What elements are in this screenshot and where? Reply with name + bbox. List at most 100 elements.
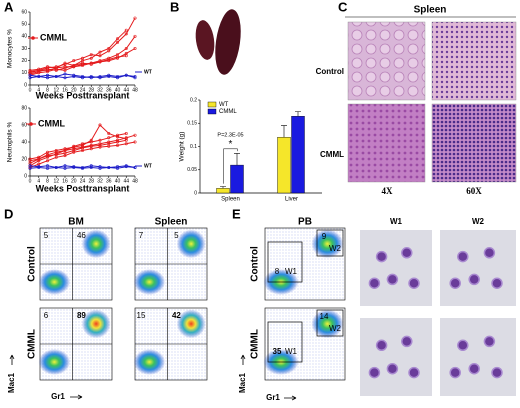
label: E [232,206,241,221]
gate [267,241,303,283]
label: 20 [21,58,27,64]
label: 0 [29,87,32,93]
data-point [81,166,85,170]
data-point [107,57,111,61]
data-point [28,76,32,80]
label: 6 [44,311,49,320]
data-point [45,76,49,80]
label: 8 [46,87,49,93]
data-point [133,74,137,78]
data-point [98,50,102,54]
label: CMML [320,150,344,159]
data-point [98,54,102,58]
data-point [107,140,111,144]
data-point [28,72,32,76]
label: W1 [390,217,403,226]
gate [316,309,344,337]
label: WT [219,102,229,108]
data-point [89,144,93,148]
label: Spleen [155,217,188,228]
data-point [45,150,49,154]
label: Monocytes % [7,29,14,68]
gate [316,229,344,257]
label: 9 [322,232,327,241]
arrow [284,395,297,401]
label: 7 [139,231,144,240]
label: * [229,139,233,150]
data-point [89,62,93,66]
micrograph [431,103,517,183]
data-point [124,165,128,169]
legend-swatch [207,108,217,115]
data-point [116,40,120,44]
data-point [89,166,93,170]
data-point [72,59,76,63]
data-point [63,76,67,80]
arrow [240,354,246,365]
series-line [29,74,136,79]
label: 35 [273,347,282,356]
label: 0.15 [187,121,197,127]
data-point [81,146,85,150]
data-point [124,28,128,32]
label: 60 [21,122,27,128]
data-point [89,164,93,168]
label: A [4,0,14,14]
density [311,229,344,259]
bar [230,164,244,194]
data-point [133,16,137,20]
data-point [89,74,93,78]
label: B [170,0,179,14]
data-point [63,61,67,65]
label: 89 [77,311,86,320]
data-point [116,76,120,80]
label: 40 [21,34,27,40]
label: WT [144,69,152,75]
data-point [116,166,120,170]
series-line [29,165,136,169]
density [311,309,344,339]
label: 0.05 [187,167,197,173]
series-line [29,166,136,169]
data-point [124,138,128,142]
data-point [124,32,128,36]
data-point [45,154,49,158]
data-point [63,166,67,170]
data-point [116,135,120,139]
data-point [107,142,111,146]
label: Weight (g) [179,132,186,162]
label: 30 [21,46,27,52]
label: 32 [97,178,103,184]
density [38,349,71,375]
micrograph [347,21,426,101]
density [133,269,166,295]
cell [449,277,461,289]
label: CMML [219,109,237,115]
data-point [54,153,58,157]
data-point [133,133,137,137]
data-point [45,166,49,170]
cytospin [440,318,516,396]
data-point [107,132,111,136]
legend-marker [29,122,33,126]
label: 40 [21,139,27,145]
label: 40 [115,87,121,93]
micrograph [431,21,517,101]
data-point [28,68,32,72]
data-point [72,64,76,68]
label: Weeks Posttransplant [36,90,130,100]
legend-marker [31,36,35,40]
label: PB [298,217,312,228]
label: BM [68,217,84,228]
label: Control [316,67,344,76]
label: 42 [172,311,181,320]
error-bar [234,153,240,166]
data-point [133,34,137,38]
data-point [89,53,93,57]
cell [368,277,381,289]
data-point [98,138,102,142]
data-point [89,138,93,142]
data-point [124,54,128,58]
label: 15 [137,311,146,320]
